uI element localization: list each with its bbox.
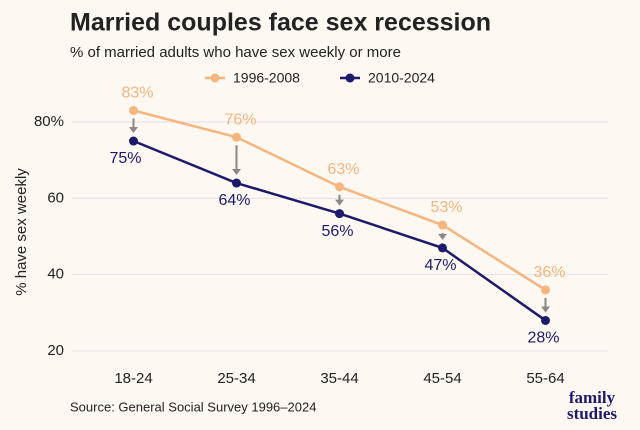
- legend-label: 1996-2008: [233, 70, 300, 86]
- value-label: 75%: [109, 150, 141, 167]
- y-tick-label: 80%: [34, 113, 64, 130]
- value-label: 28%: [527, 330, 559, 347]
- source: Source: General Social Survey 1996–2024: [70, 399, 316, 414]
- value-label: 56%: [321, 223, 353, 240]
- change-arrow-head: [232, 169, 241, 176]
- point: [438, 220, 447, 230]
- change-arrow-head: [438, 233, 447, 240]
- x-tick-label: 35-44: [320, 370, 358, 387]
- point: [541, 315, 550, 325]
- value-label: 64%: [218, 192, 250, 209]
- x-tick-label: 45-54: [423, 370, 461, 387]
- y-tick-label: 40: [47, 266, 64, 283]
- value-label: 36%: [533, 264, 565, 281]
- logo-line: family: [569, 388, 616, 407]
- y-tick-label: 20: [47, 342, 64, 359]
- chart-title: Married couples face sex recession: [70, 9, 491, 37]
- change-arrow-head: [541, 306, 550, 313]
- x-tick-label: 18-24: [114, 370, 152, 387]
- point: [335, 182, 344, 192]
- point: [232, 178, 241, 188]
- point: [232, 132, 241, 142]
- x-tick-label: 25-34: [217, 370, 255, 387]
- point: [438, 243, 447, 253]
- change-arrow-head: [129, 127, 138, 134]
- y-tick-label: 60: [47, 189, 64, 206]
- logo-line: studies: [567, 404, 617, 423]
- y-axis-label: % have sex weekly: [13, 168, 30, 296]
- point: [335, 209, 344, 219]
- value-label: 53%: [430, 199, 462, 216]
- point: [129, 136, 138, 146]
- value-label: 83%: [121, 85, 153, 102]
- value-label: 63%: [327, 161, 359, 178]
- point: [129, 105, 138, 115]
- value-label: 47%: [424, 257, 456, 274]
- legend-label: 2010-2024: [368, 70, 435, 86]
- change-arrow-head: [335, 199, 344, 206]
- x-tick-label: 55-64: [526, 370, 564, 387]
- chart-subtitle: % of married adults who have sex weekly …: [70, 44, 401, 61]
- legend-marker: [210, 73, 220, 83]
- legend-marker: [345, 73, 355, 83]
- value-label: 76%: [224, 111, 256, 128]
- point: [541, 285, 550, 295]
